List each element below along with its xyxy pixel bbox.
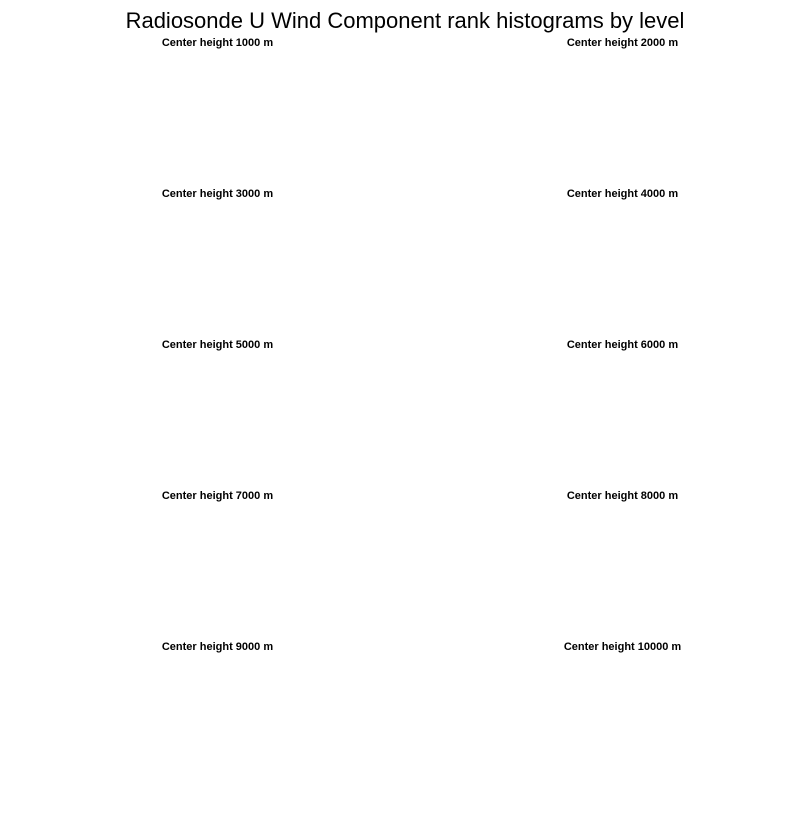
chart-panel: Center height 1000 m [3,36,402,185]
chart-title: Center height 8000 m [566,490,679,502]
figure-title: Radiosonde U Wind Component rank histogr… [125,8,685,33]
rank-histogram-svg [3,202,402,336]
rank-histogram-svg [3,504,402,638]
rank-histogram-svg [408,655,807,789]
rank-histogram-svg [3,655,402,789]
chart-title: Center height 9000 m [161,641,274,653]
chart-panel: Center height 6000 m [408,338,807,487]
rank-histogram-svg [3,51,402,185]
chart-title: Center height 5000 m [161,339,274,351]
figure-page: { "page": { "title": "Radiosonde U Wind … [0,8,810,832]
chart-grid: Center height 1000 m Center height 2000 … [0,34,810,789]
chart-title: Center height 6000 m [566,339,679,351]
chart-panel: Center height 4000 m [408,187,807,336]
chart-panel: Center height 8000 m [408,489,807,638]
rank-histogram-svg [408,353,807,487]
chart-title: Center height 7000 m [161,490,274,502]
chart-title: Center height 3000 m [161,188,274,200]
rank-histogram-svg [408,504,807,638]
chart-title: Center height 2000 m [566,37,679,49]
chart-panel: Center height 10000 m [408,640,807,789]
chart-panel: Center height 3000 m [3,187,402,336]
chart-panel: Center height 2000 m [408,36,807,185]
chart-panel: Center height 7000 m [3,489,402,638]
chart-title: Center height 4000 m [566,188,679,200]
rank-histogram-svg [408,202,807,336]
chart-panel: Center height 9000 m [3,640,402,789]
chart-title: Center height 10000 m [563,641,682,653]
rank-histogram-svg [408,51,807,185]
rank-histogram-svg [3,353,402,487]
chart-panel: Center height 5000 m [3,338,402,487]
chart-title: Center height 1000 m [161,37,274,49]
